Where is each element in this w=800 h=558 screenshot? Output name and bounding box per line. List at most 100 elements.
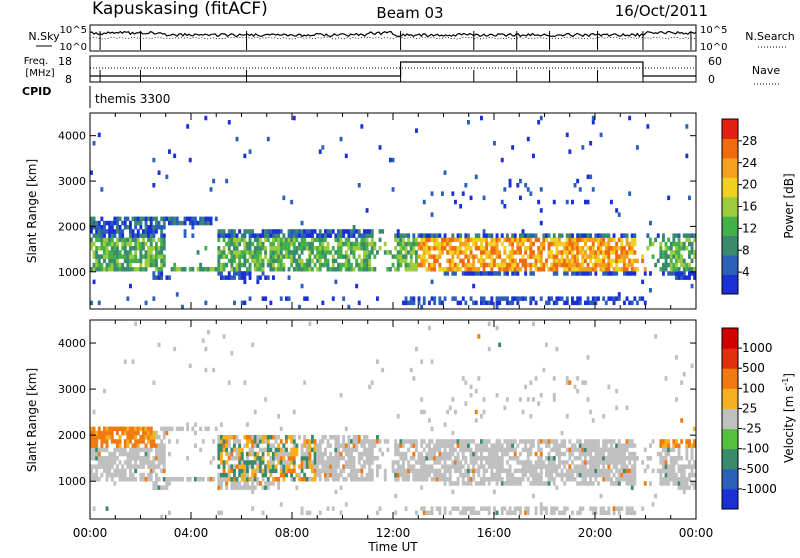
data-cell — [420, 472, 424, 478]
data-cell — [443, 170, 447, 175]
data-cell — [576, 456, 580, 461]
data-cell — [604, 267, 608, 272]
data-cell — [532, 468, 535, 474]
data-cell — [360, 451, 364, 457]
data-cell — [480, 254, 483, 259]
data-cell — [186, 456, 190, 461]
data-cell — [220, 439, 223, 444]
data-cell — [680, 241, 684, 247]
data-cell — [363, 246, 366, 251]
data-cell — [230, 464, 234, 469]
data-cell — [235, 456, 239, 461]
data-cell — [690, 250, 694, 255]
data-cell — [227, 464, 231, 469]
data-cell — [186, 426, 190, 432]
data-cell — [272, 435, 275, 440]
data-cell — [555, 472, 559, 478]
data-cell — [334, 267, 338, 272]
data-cell — [233, 267, 236, 272]
data-cell — [672, 443, 676, 448]
data-cell — [370, 241, 374, 247]
data-cell — [355, 241, 359, 247]
data-cell — [526, 451, 530, 457]
data-cell — [264, 246, 268, 251]
data-cell — [316, 451, 320, 457]
data-cell — [303, 443, 307, 448]
data-cell — [537, 460, 541, 465]
data-cell — [558, 510, 561, 516]
data-cell — [623, 271, 626, 276]
data-cell — [285, 435, 288, 440]
data-cell — [131, 237, 135, 243]
data-cell — [168, 510, 171, 516]
data-cell — [526, 460, 530, 465]
data-cell — [235, 447, 239, 453]
data-cell — [610, 296, 613, 301]
data-cell — [162, 254, 166, 259]
data-cell — [217, 237, 221, 243]
data-cell — [298, 229, 301, 234]
data-cell — [243, 485, 247, 490]
data-cell — [225, 451, 229, 457]
data-cell — [116, 258, 119, 264]
data-cell — [365, 233, 369, 238]
data-cell — [240, 472, 244, 478]
data-cell — [425, 250, 429, 255]
data-cell — [498, 443, 502, 448]
data-cell — [196, 267, 200, 272]
data-cell — [482, 233, 486, 238]
data-cell — [409, 262, 413, 268]
data-cell — [103, 258, 106, 264]
data-cell — [368, 229, 372, 234]
data-cell — [383, 439, 387, 444]
data-cell — [147, 464, 151, 469]
data-cell — [233, 443, 236, 448]
data-cell — [597, 262, 600, 268]
data-cell — [422, 439, 426, 444]
colorbar-band — [722, 196, 738, 217]
data-cell — [269, 267, 273, 272]
data-cell — [472, 460, 476, 465]
data-cell — [422, 262, 426, 268]
data-cell — [100, 237, 104, 243]
data-cell — [669, 468, 673, 474]
data-cell — [617, 456, 621, 461]
data-cell — [116, 443, 119, 448]
data-cell — [469, 271, 473, 276]
data-cell — [142, 233, 145, 238]
data-cell — [220, 481, 223, 486]
data-cell — [688, 254, 691, 259]
data-cell — [576, 178, 580, 184]
data-cell — [625, 267, 629, 272]
data-cell — [113, 439, 117, 444]
data-cell — [282, 443, 286, 448]
data-cell — [552, 267, 556, 272]
data-cell — [412, 237, 416, 243]
data-cell — [100, 472, 104, 478]
data-cell — [308, 477, 312, 482]
data-cell — [243, 477, 247, 482]
data-cell — [461, 464, 465, 469]
data-cell — [495, 233, 499, 238]
data-cell — [90, 464, 93, 469]
data-cell — [464, 267, 468, 272]
data-cell — [568, 262, 572, 268]
data-cell — [394, 267, 398, 272]
data-cell — [672, 477, 676, 482]
data-cell — [188, 477, 192, 482]
data-cell — [482, 258, 486, 264]
data-cell — [261, 262, 265, 268]
data-cell — [350, 233, 353, 238]
data-cell — [134, 267, 138, 272]
data-cell — [97, 237, 101, 243]
data-cell — [126, 241, 130, 247]
data-cell — [277, 229, 281, 234]
data-cell — [438, 233, 442, 238]
xtick-label: 08:00 — [275, 526, 310, 540]
data-cell — [643, 481, 647, 486]
data-cell — [243, 460, 247, 465]
data-cell — [448, 481, 452, 486]
data-cell — [152, 225, 156, 230]
data-cell — [633, 468, 637, 474]
data-cell — [578, 262, 582, 268]
